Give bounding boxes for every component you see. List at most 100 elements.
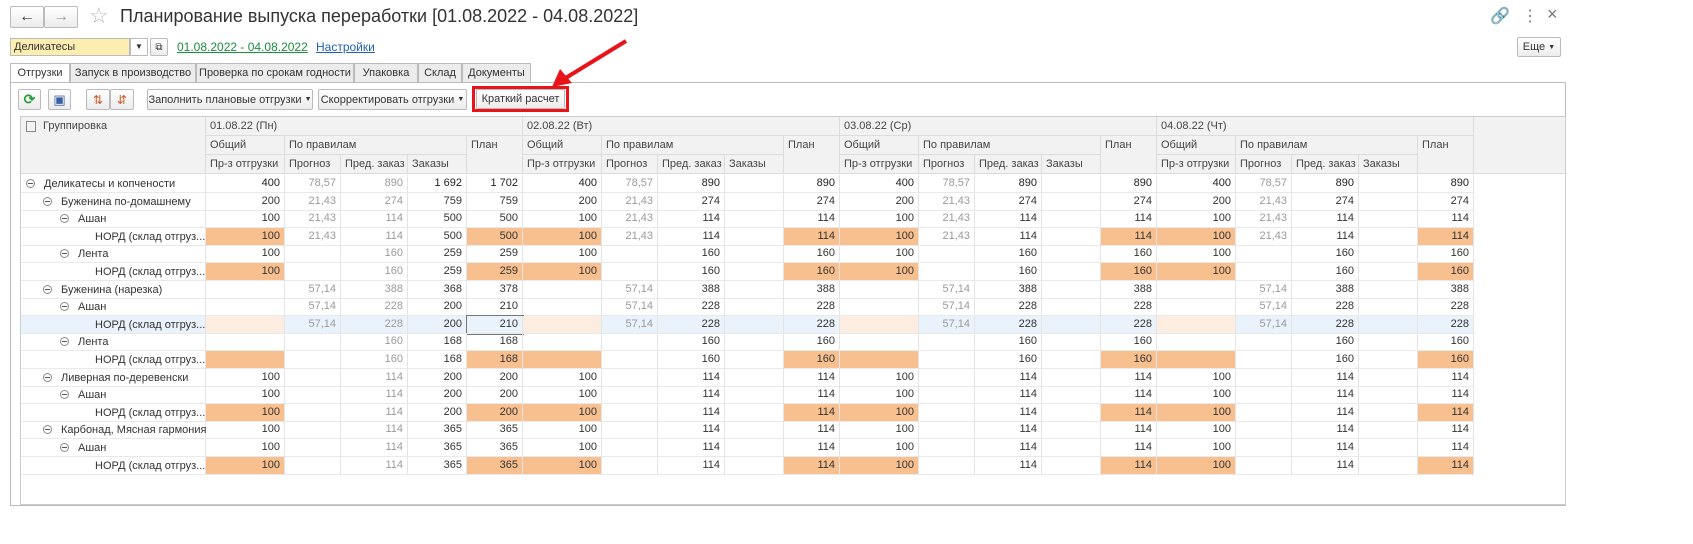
table-cell <box>602 386 658 405</box>
sort-asc-button[interactable]: ⇅ <box>86 89 110 110</box>
table-cell: 114 <box>1101 403 1157 422</box>
table-cell: 114 <box>784 403 840 422</box>
tab[interactable]: Проверка по срокам годности <box>196 63 354 83</box>
table-cell: 259 <box>467 245 523 264</box>
table-cell <box>725 280 784 299</box>
sub-header: Пр-з отгрузки <box>1157 155 1236 174</box>
grouping-icon <box>26 121 36 132</box>
table-cell <box>1359 456 1418 475</box>
sub-header: Пред. заказ <box>975 155 1042 174</box>
row-label: НОРД (склад отгруз... <box>95 266 206 278</box>
day-header: 03.08.22 (Ср) <box>840 117 1157 136</box>
sub-header: Пр-з отгрузки <box>206 155 285 174</box>
table-cell: 114 <box>784 386 840 405</box>
favorite-star[interactable]: ☆ <box>89 3 109 28</box>
table-cell: 228 <box>1101 298 1157 317</box>
close-icon[interactable]: × <box>1547 4 1558 24</box>
collapse-toggle[interactable] <box>60 390 69 400</box>
table-cell <box>285 263 341 281</box>
collapse-toggle[interactable] <box>60 249 69 259</box>
table-cell: 78,57 <box>919 175 975 193</box>
collapse-toggle[interactable] <box>43 425 52 435</box>
collapse-toggle[interactable] <box>43 196 52 206</box>
table-cell: 57,14 <box>919 298 975 317</box>
table-cell: 114 <box>658 439 725 457</box>
day-header: 01.08.22 (Пн) <box>206 117 523 136</box>
table-cell: 160 <box>784 245 840 264</box>
collapse-toggle[interactable] <box>26 179 35 188</box>
table-cell <box>1042 456 1101 475</box>
tab[interactable]: Склад <box>418 63 462 83</box>
table-cell <box>602 351 658 369</box>
table-cell <box>602 245 658 264</box>
table-cell: 228 <box>658 315 725 334</box>
collapse-toggle[interactable] <box>60 337 69 347</box>
table-cell: 365 <box>408 439 467 457</box>
table-cell: 259 <box>467 263 523 281</box>
table-cell: 368 <box>408 280 467 299</box>
more-button[interactable]: Еще ▼ <box>1517 37 1561 57</box>
forward-button[interactable]: → <box>44 6 78 28</box>
table-cell: 114 <box>1292 368 1359 387</box>
table-cell <box>1042 315 1101 334</box>
sub-header: План <box>1418 136 1474 174</box>
tab[interactable]: Отгрузки <box>10 63 70 83</box>
table-cell <box>725 245 784 264</box>
select-dropdown[interactable]: ▼ <box>130 38 148 56</box>
period-link[interactable]: 01.08.2022 - 04.08.2022 <box>177 40 308 54</box>
row-label: Ашан <box>78 389 107 402</box>
sort-desc-button[interactable]: ⇵ <box>110 89 134 110</box>
table-cell <box>1042 227 1101 246</box>
group-select[interactable]: Деликатесы <box>10 38 130 56</box>
link-icon[interactable]: 🔗 <box>1490 8 1510 25</box>
table-cell: 200 <box>840 192 919 211</box>
table-cell: 21,43 <box>602 227 658 246</box>
collapse-toggle[interactable] <box>43 284 52 294</box>
row-label: НОРД (склад отгруз... <box>95 318 206 331</box>
table-cell <box>1236 245 1292 264</box>
fill-button[interactable]: Заполнить плановые отгрузки ▼ <box>147 89 313 110</box>
table-cell: 114 <box>341 403 408 422</box>
table-cell <box>725 315 784 334</box>
menu-icon[interactable]: ⋮ <box>1522 8 1538 25</box>
back-button[interactable]: ← <box>10 6 44 28</box>
tab[interactable]: Запуск в производство <box>70 63 196 83</box>
highlight-box <box>472 86 569 112</box>
table-cell <box>1359 245 1418 264</box>
table-cell: 100 <box>840 227 919 246</box>
table-cell: 114 <box>1101 421 1157 440</box>
collapse-toggle[interactable] <box>60 443 69 452</box>
table-cell: 114 <box>1292 439 1359 457</box>
row-label-cell <box>21 175 206 193</box>
table-cell: 100 <box>1157 227 1236 246</box>
collapse-toggle[interactable] <box>60 302 69 312</box>
collapse-toggle[interactable] <box>60 214 69 224</box>
save-button[interactable]: ▣ <box>48 89 71 110</box>
table-cell: 114 <box>1292 456 1359 475</box>
brief-button[interactable]: Краткий расчет <box>476 89 565 109</box>
table-cell: 160 <box>1418 263 1474 281</box>
sub-header: Прогноз <box>602 155 658 174</box>
table-cell: 21,43 <box>1236 227 1292 246</box>
table-cell: 57,14 <box>285 280 341 299</box>
row-label-cell <box>21 421 206 440</box>
sub-header: Прогноз <box>285 155 341 174</box>
table-cell <box>919 351 975 369</box>
settings-link[interactable]: Настройки <box>316 40 375 54</box>
table-cell: 78,57 <box>285 175 341 193</box>
collapse-toggle[interactable] <box>43 372 52 382</box>
table-cell: 160 <box>784 333 840 352</box>
refresh-button[interactable]: ⟳ <box>18 89 41 110</box>
table-cell: 114 <box>341 368 408 387</box>
table-cell: 21,43 <box>1236 192 1292 211</box>
adjust-button[interactable]: Скорректировать отгрузки ▼ <box>318 89 467 110</box>
table-cell <box>1042 192 1101 211</box>
tab[interactable]: Документы <box>462 63 531 83</box>
table-cell: 114 <box>341 456 408 475</box>
table-cell: 100 <box>1157 439 1236 457</box>
table-cell: 100 <box>206 263 285 281</box>
table-cell: 200 <box>523 192 602 211</box>
tab[interactable]: Упаковка <box>354 63 418 83</box>
table-cell <box>206 298 285 317</box>
open-button[interactable]: ⧉ <box>150 38 168 56</box>
